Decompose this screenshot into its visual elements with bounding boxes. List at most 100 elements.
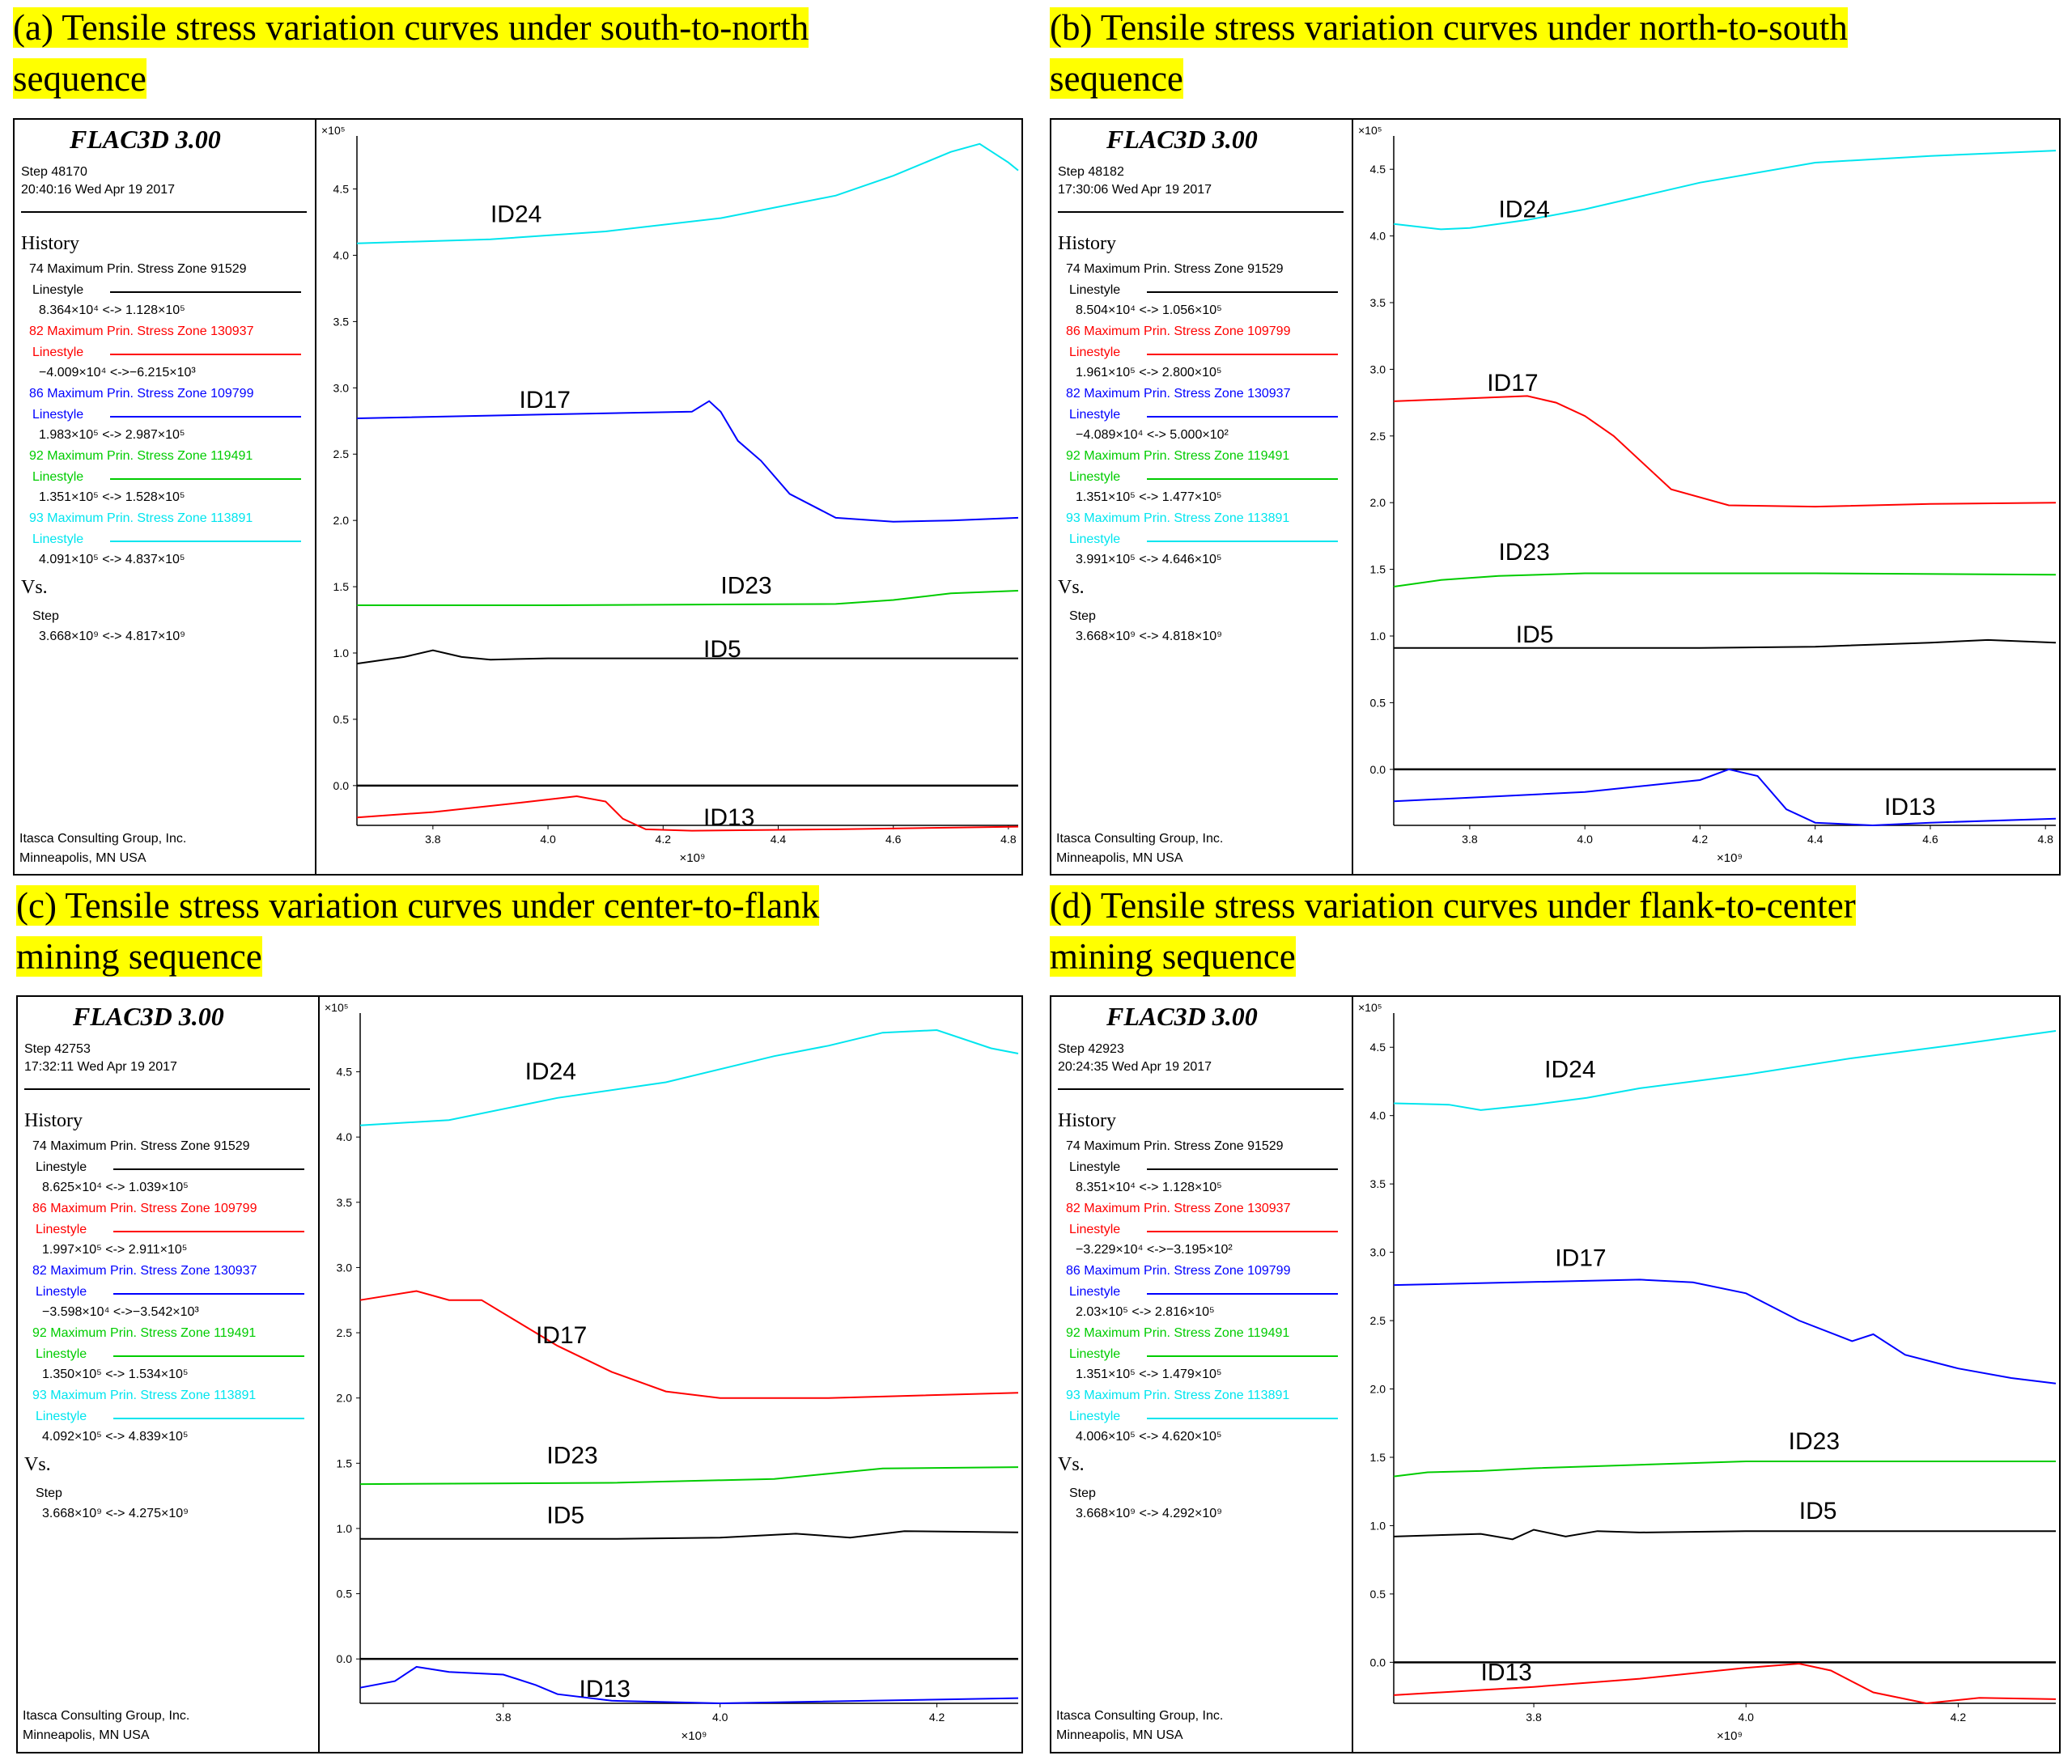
plot-area: ×10⁵ ×10⁹ 0.0 0.5 1.0 1.5 2.0 2.5 3.0 3.5 4.0 4.5 3.… (1353, 120, 2059, 874)
x-multiplier: ×10⁹ (1717, 1729, 1743, 1743)
x-tick-label: 4.4 (1807, 833, 1824, 846)
linestyle-label: Linestyle (1069, 532, 1121, 546)
legend-panel: FLAC3D 3.00 Step 48182 17:30:06 Wed Apr 19… (1051, 120, 1353, 874)
linestyle-label: Linestyle (1069, 408, 1121, 422)
linestyle-label: Linestyle (1069, 1160, 1121, 1174)
history-name: 74 Maximum Prin. Stress Zone 91529 (29, 262, 247, 276)
divider (1058, 211, 1344, 213)
y-tick-label: 2.5 (337, 1326, 353, 1339)
plot-area: ×10⁵ ×10⁹ 0.0 0.5 1.0 1.5 2.0 2.5 3.0 3.5 4.0 4.5 3.… (316, 120, 1021, 874)
history-name: 82 Maximum Prin. Stress Zone 130937 (1066, 1202, 1291, 1215)
x-tick-label: 3.8 (495, 1711, 512, 1724)
x-tick-label: 4.8 (1000, 833, 1017, 846)
software-title: FLAC3D 3.00 (1106, 125, 1258, 154)
chart-b: ×10⁵ ×10⁹ 0.0 0.5 1.0 1.5 2.0 2.5 3.0 3.5 4.0 4.5 3.… (1358, 124, 2057, 865)
y-tick-label: 3.0 (337, 1261, 353, 1274)
linestyle-line (1147, 1293, 1338, 1295)
x-tick-label: 4.0 (540, 833, 556, 846)
x-tick-label: 4.0 (712, 1711, 728, 1724)
history-range: −4.089×10⁴ <-> 5.000×10² (1076, 428, 1229, 442)
caption-d-line1: (d) Tensile stress variation curves unde… (1050, 885, 1856, 926)
y-tick-label: 3.5 (337, 1196, 353, 1209)
series-line-id13 (1393, 768, 2057, 827)
chart-a: ×10⁵ ×10⁹ 0.0 0.5 1.0 1.5 2.0 2.5 3.0 3.5 4.0 4.5 3.… (321, 124, 1019, 865)
series-label-id24: ID24 (1498, 197, 1549, 223)
linestyle-line (110, 291, 301, 293)
linestyle-label: Linestyle (36, 1347, 87, 1361)
linestyle-line (1147, 354, 1338, 355)
y-tick-label: 1.0 (333, 647, 350, 659)
history-range: 1.997×10⁵ <-> 2.911×10⁵ (42, 1243, 188, 1257)
y-multiplier: ×10⁵ (321, 124, 346, 137)
divider (21, 211, 307, 213)
y-tick-label: 2.0 (1370, 496, 1386, 509)
series-line-id24 (1393, 150, 2057, 231)
history-name: 93 Maximum Prin. Stress Zone 113891 (32, 1389, 257, 1402)
linestyle-label: Linestyle (32, 532, 84, 546)
history-name: 92 Maximum Prin. Stress Zone 119491 (29, 449, 253, 463)
y-tick-label: 2.0 (337, 1392, 353, 1405)
history-range: 2.03×10⁵ <-> 2.816×10⁵ (1076, 1305, 1215, 1319)
series-label-id23: ID23 (546, 1442, 597, 1469)
linestyle-label: Linestyle (32, 470, 84, 484)
vs-label: Vs. (1058, 577, 1085, 598)
linestyle-label: Linestyle (36, 1410, 87, 1423)
series-line-id24 (356, 142, 1019, 244)
caption-c-line1: (c) Tensile stress variation curves unde… (16, 885, 820, 926)
caption-c-line2: mining sequence (16, 936, 262, 977)
linestyle-label: Linestyle (1069, 283, 1121, 297)
y-tick-label: 4.0 (337, 1130, 353, 1143)
timestamp: 20:40:16 Wed Apr 19 2017 (21, 183, 176, 197)
linestyle-line (1147, 1231, 1338, 1232)
legend-panel: FLAC3D 3.00 Step 42923 20:24:35 Wed Apr 19… (1051, 997, 1353, 1752)
linestyle-line (110, 354, 301, 355)
y-tick-label: 3.0 (1370, 363, 1386, 375)
caption-a-line1: (a) Tensile stress variation curves unde… (13, 7, 809, 48)
y-tick-label: 3.0 (1370, 1246, 1386, 1259)
caption-d-line2: mining sequence (1050, 936, 1296, 977)
series-line-id13 (356, 795, 1019, 832)
y-tick-label: 0.5 (333, 713, 350, 726)
y-tick-label: 1.0 (337, 1522, 353, 1535)
series-line-id13 (359, 1665, 1019, 1705)
y-multiplier: ×10⁵ (1358, 124, 1382, 137)
footer-location: Minneapolis, MN USA (23, 1728, 150, 1742)
x-multiplier: ×10⁹ (681, 1729, 707, 1743)
linestyle-label: Linestyle (36, 1285, 87, 1299)
series-label-id13: ID13 (1884, 794, 1935, 821)
history-range: 8.351×10⁴ <-> 1.128×10⁵ (1076, 1181, 1222, 1194)
y-tick-label: 0.5 (1370, 1588, 1386, 1601)
y-multiplier: ×10⁵ (1358, 1001, 1382, 1014)
vs-label: Vs. (21, 577, 48, 598)
x-tick-label: 4.0 (1577, 833, 1593, 846)
history-range: 4.091×10⁵ <-> 4.837×10⁵ (39, 553, 185, 566)
linestyle-label: Linestyle (1069, 346, 1121, 359)
linestyle-label: Linestyle (32, 283, 84, 297)
series-label-id24: ID24 (490, 201, 541, 228)
series-label-id13: ID13 (1480, 1659, 1531, 1686)
history-range: 1.961×10⁵ <-> 2.800×10⁵ (1076, 366, 1222, 380)
x-tick-label: 4.2 (1951, 1711, 1967, 1724)
x-tick-label: 4.4 (771, 833, 787, 846)
linestyle-label: Linestyle (1069, 1285, 1121, 1299)
history-name: 82 Maximum Prin. Stress Zone 130937 (29, 324, 254, 338)
history-heading: History (1058, 1110, 1116, 1131)
vs-variable: Step (1069, 1486, 1096, 1500)
footer-company: Itasca Consulting Group, Inc. (1056, 1709, 1224, 1723)
history-range: 4.006×10⁵ <-> 4.620×10⁵ (1076, 1430, 1222, 1444)
series-label-id13: ID13 (580, 1676, 631, 1703)
timestamp: 17:32:11 Wed Apr 19 2017 (24, 1060, 177, 1074)
linestyle-line (113, 1168, 304, 1170)
software-title: FLAC3D 3.00 (70, 125, 221, 154)
history-name: 93 Maximum Prin. Stress Zone 113891 (1066, 511, 1290, 525)
history-name: 92 Maximum Prin. Stress Zone 119491 (32, 1326, 257, 1340)
y-tick-label: 4.0 (1370, 230, 1386, 243)
linestyle-label: Linestyle (36, 1223, 87, 1236)
y-tick-label: 4.5 (337, 1066, 353, 1079)
history-range: −3.598×10⁴ <->−3.542×10³ (42, 1305, 199, 1319)
x-tick-label: 3.8 (1526, 1711, 1542, 1724)
x-tick-label: 4.2 (1692, 833, 1709, 846)
divider (1058, 1088, 1344, 1090)
history-name: 93 Maximum Prin. Stress Zone 113891 (1066, 1389, 1290, 1402)
linestyle-line (1147, 541, 1338, 542)
